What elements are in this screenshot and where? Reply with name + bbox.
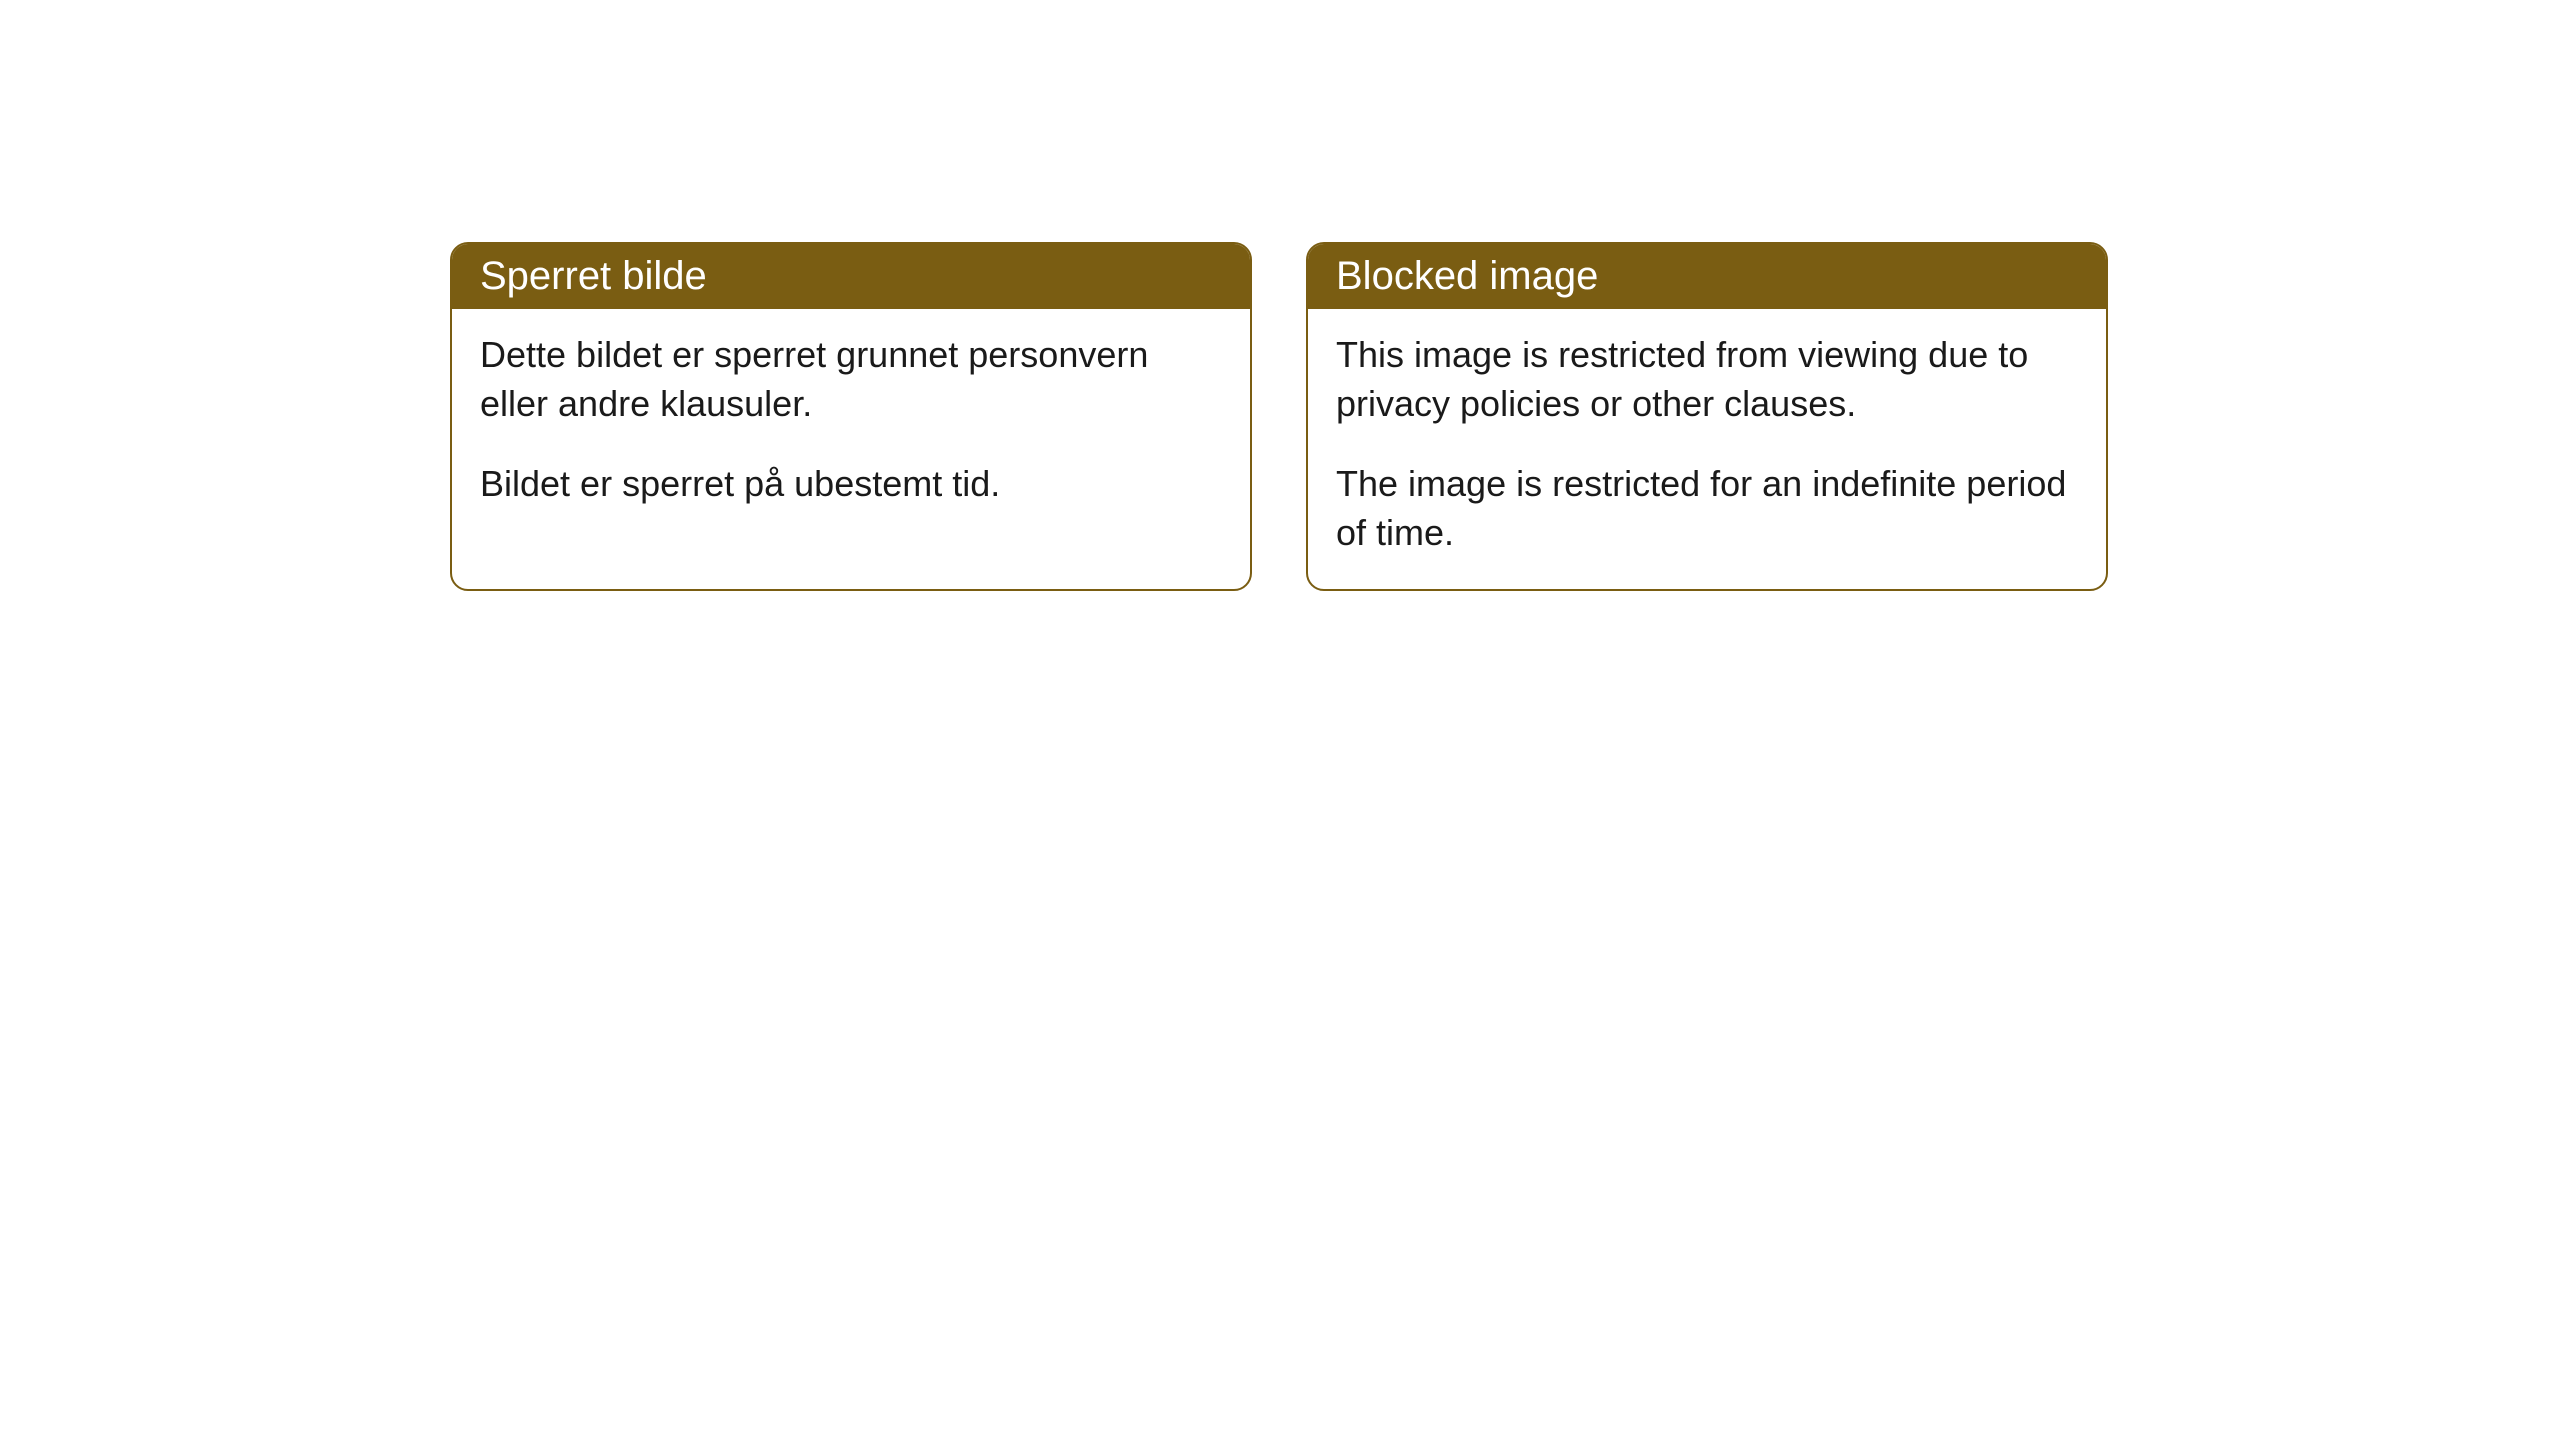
card-title-en: Blocked image — [1336, 254, 1598, 298]
card-paragraph1-en: This image is restricted from viewing du… — [1336, 331, 2078, 428]
card-body-en: This image is restricted from viewing du… — [1308, 309, 2106, 589]
card-paragraph2-en: The image is restricted for an indefinit… — [1336, 460, 2078, 557]
blocked-image-card-no: Sperret bilde Dette bildet er sperret gr… — [450, 242, 1252, 591]
card-header-en: Blocked image — [1308, 244, 2106, 309]
blocked-image-card-en: Blocked image This image is restricted f… — [1306, 242, 2108, 591]
card-title-no: Sperret bilde — [480, 254, 707, 298]
cards-container: Sperret bilde Dette bildet er sperret gr… — [450, 242, 2108, 591]
card-paragraph1-no: Dette bildet er sperret grunnet personve… — [480, 331, 1222, 428]
card-paragraph2-no: Bildet er sperret på ubestemt tid. — [480, 460, 1222, 509]
card-header-no: Sperret bilde — [452, 244, 1250, 309]
card-body-no: Dette bildet er sperret grunnet personve… — [452, 309, 1250, 541]
